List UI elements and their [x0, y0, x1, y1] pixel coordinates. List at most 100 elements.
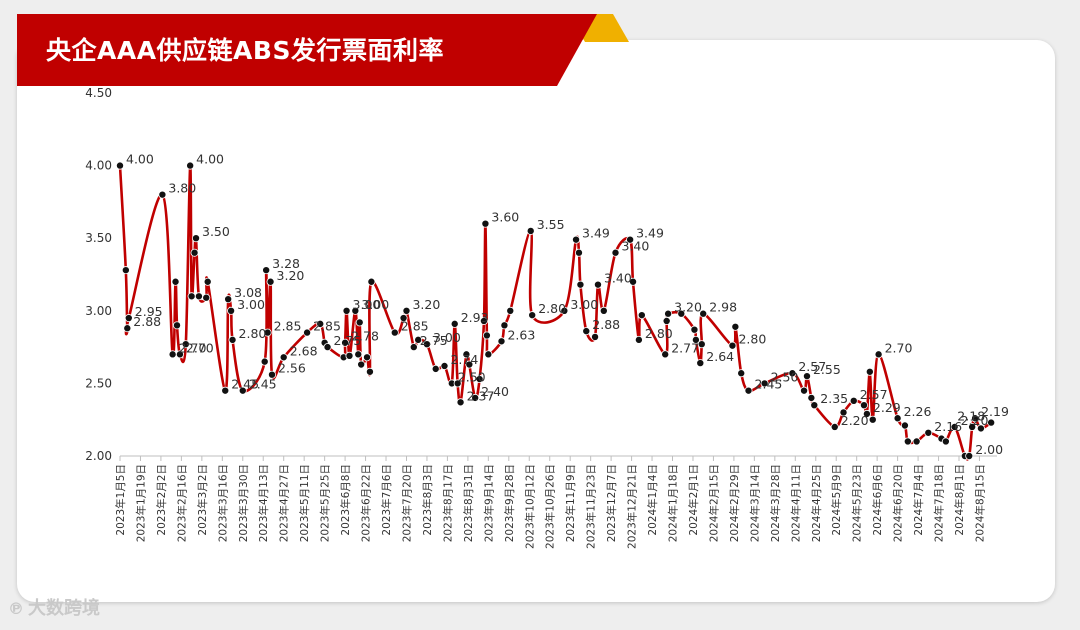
- data-point: [228, 335, 237, 344]
- data-point: [744, 386, 753, 395]
- watermark-text: 大数跨境: [28, 598, 100, 619]
- data-point: [629, 277, 638, 286]
- data-label: 3.40: [604, 271, 632, 286]
- data-point: [260, 357, 269, 366]
- data-point: [168, 350, 177, 359]
- data-point: [900, 421, 909, 430]
- y-tick-label: 2.50: [85, 376, 112, 390]
- data-point: [696, 359, 705, 368]
- data-label: 3.49: [582, 226, 610, 241]
- data-point: [238, 386, 247, 395]
- data-point: [221, 386, 230, 395]
- data-label: 3.60: [491, 210, 519, 225]
- x-axis: 2023年1月5日 2023年1月19日 2023年2月2日 2023年2月16日 20…: [114, 455, 997, 549]
- data-point: [593, 280, 602, 289]
- data-point: [367, 277, 376, 286]
- data-point: [202, 293, 211, 302]
- x-tick-label: 2024年2月1日: [687, 464, 700, 536]
- data-point: [173, 321, 182, 330]
- data-point: [839, 408, 848, 417]
- data-point: [123, 324, 132, 333]
- data-point: [481, 219, 490, 228]
- x-tick-label: 2024年2月29日: [728, 464, 741, 542]
- data-point: [175, 350, 184, 359]
- x-tick-label: 2024年6月20日: [892, 464, 905, 542]
- data-point: [699, 309, 708, 318]
- data-label: 2.88: [133, 314, 161, 329]
- x-tick-label: 2023年3月2日: [196, 464, 209, 536]
- data-point: [737, 369, 746, 378]
- x-tick-label: 2024年4月11日: [789, 464, 802, 542]
- data-point: [697, 340, 706, 349]
- data-point: [728, 341, 737, 350]
- data-point: [181, 340, 190, 349]
- data-label: 3.00: [237, 297, 265, 312]
- data-label: 3.08: [234, 285, 262, 300]
- y-tick-label: 2.00: [85, 449, 112, 463]
- data-label: 2.98: [709, 300, 737, 315]
- data-point: [266, 277, 275, 286]
- x-tick-label: 2023年8月17日: [441, 464, 454, 542]
- data-point: [484, 350, 493, 359]
- data-point: [355, 318, 364, 327]
- data-label: 3.55: [537, 217, 565, 232]
- data-point: [116, 161, 125, 170]
- data-label: 3.00: [353, 297, 381, 312]
- x-tick-label: 2023年4月13日: [257, 464, 270, 542]
- data-point: [968, 422, 977, 431]
- data-point: [475, 375, 484, 384]
- data-point: [634, 335, 643, 344]
- x-tick-label: 2024年8月1日: [953, 464, 966, 536]
- x-tick-label: 2023年3月16日: [216, 464, 229, 542]
- data-label: 2.18: [957, 409, 985, 424]
- x-tick-label: 2024年7月4日: [912, 464, 925, 536]
- data-point: [849, 396, 858, 405]
- x-tick-label: 2024年7月18日: [933, 464, 946, 542]
- data-label: 2.45: [755, 377, 783, 392]
- data-label: 2.19: [981, 404, 1009, 419]
- data-point: [194, 292, 203, 301]
- title-banner: [17, 14, 629, 86]
- data-point: [810, 401, 819, 410]
- data-point: [862, 409, 871, 418]
- data-label: 2.74: [450, 352, 478, 367]
- data-point: [800, 386, 809, 395]
- data-label: 2.20: [961, 413, 989, 428]
- data-label-group: 4.002.882.953.802.702.704.003.502.453.08…: [126, 152, 1009, 457]
- data-point: [865, 367, 874, 376]
- data-point: [440, 361, 449, 370]
- x-tick-label: 2023年2月2日: [155, 464, 168, 536]
- data-point: [354, 350, 363, 359]
- data-point: [342, 306, 351, 315]
- data-point: [874, 350, 883, 359]
- data-label: 2.64: [706, 349, 734, 364]
- data-label: 3.40: [622, 239, 650, 254]
- banner-fill: [17, 14, 597, 86]
- data-label: 2.50: [771, 369, 799, 384]
- data-point: [965, 451, 974, 460]
- data-point: [224, 295, 233, 304]
- data-point: [399, 314, 408, 323]
- data-label: 3.50: [202, 224, 230, 239]
- data-point: [637, 311, 646, 320]
- data-label: 2.85: [274, 319, 302, 334]
- data-label: 3.28: [272, 256, 300, 271]
- data-point: [924, 428, 933, 437]
- x-tick-label: 2023年8月31日: [462, 464, 475, 542]
- data-point: [950, 422, 959, 431]
- data-label: 2.77: [671, 340, 699, 355]
- data-point: [450, 319, 459, 328]
- data-label: 4.00: [126, 152, 154, 167]
- x-tick-label: 2023年8月3日: [421, 464, 434, 536]
- watermark-logo-icon: ℗: [8, 599, 24, 618]
- data-point: [268, 370, 277, 379]
- data-label: 2.00: [975, 442, 1003, 457]
- data-point: [662, 316, 671, 325]
- x-tick-label: 2024年4月25日: [810, 464, 823, 542]
- data-point: [987, 418, 996, 427]
- data-point: [390, 328, 399, 337]
- data-point: [263, 328, 272, 337]
- data-label: 2.70: [179, 340, 207, 355]
- data-label: 2.95: [135, 304, 163, 319]
- data-point: [626, 235, 635, 244]
